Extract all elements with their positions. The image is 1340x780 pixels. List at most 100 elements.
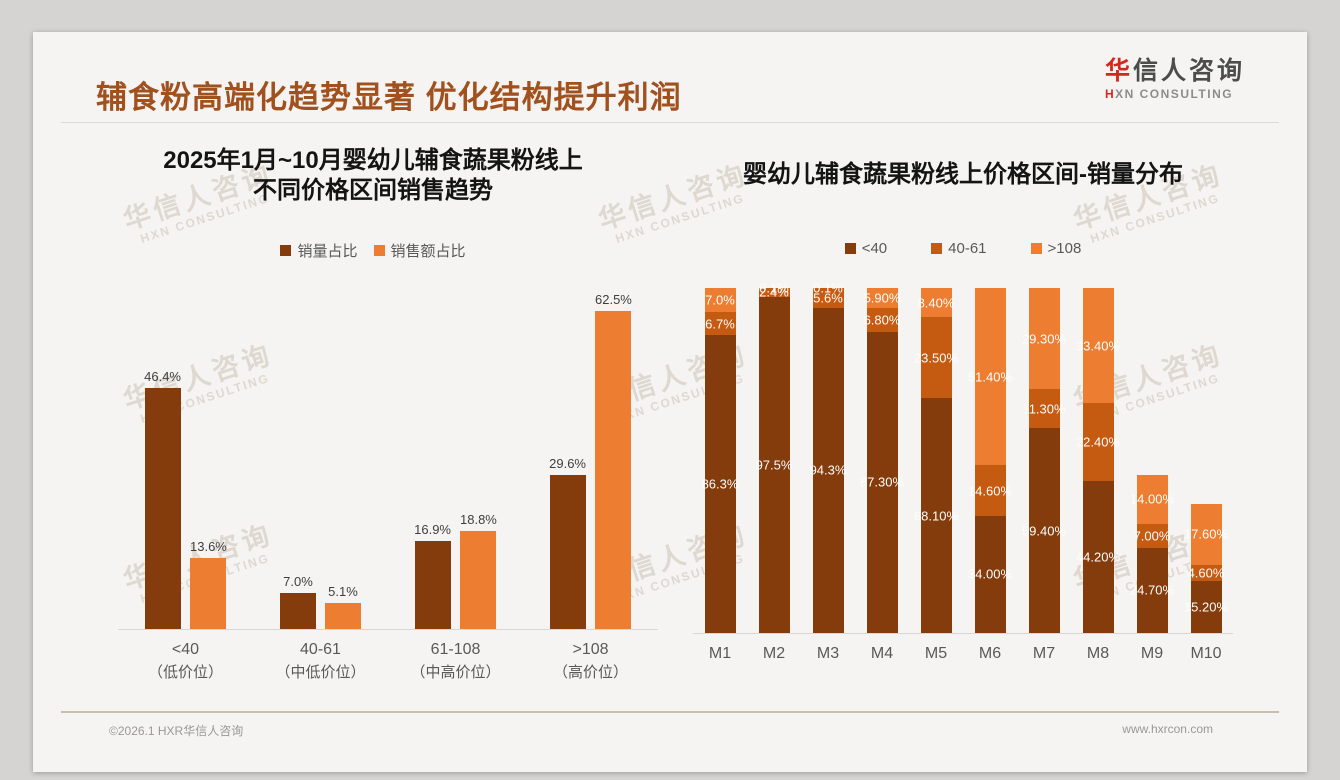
stack-segment: 34.00% [968, 515, 1012, 633]
stack-segment: 5.6% [812, 288, 844, 308]
stack-segment: 7.00% [1134, 523, 1170, 548]
segment-value-label: 22.40% [1075, 434, 1121, 450]
stack-segment: 6.80% [863, 308, 901, 332]
x-axis-tick-label: 61-108 （中高价位） [388, 638, 523, 685]
x-axis-tick-label: <40 （低价位） [118, 638, 253, 685]
bar-value-label: 18.8% [460, 512, 497, 528]
stack-segment: 22.40% [1076, 403, 1120, 481]
segment-value-label: 8.40% [917, 295, 955, 310]
segment-value-label: 5.90% [863, 290, 901, 306]
stacked-bar-slot: 33.40% 22.40% 44.20% [1071, 288, 1125, 633]
tick-label-main: >108 [572, 641, 609, 658]
bar-with-label: 7.0% [280, 292, 316, 629]
stacked-bar: 17.60% 4.60% 15.20% [1184, 503, 1228, 633]
stacked-bar-slot: 14.00% 7.00% 24.70% [1125, 289, 1179, 633]
segment-value-label: 17.60% [1183, 526, 1229, 542]
bar-group: 29.6% 62.5% [523, 292, 658, 629]
right-chart-legend: <40 40-61 >108 [663, 240, 1263, 257]
legend-color-chip [280, 245, 292, 256]
bar-pair: 7.0% 5.1% [280, 292, 361, 629]
bar-with-label: 29.6% [549, 292, 586, 629]
company-logo: 华信人咨询 HXN CONSULTING [1104, 57, 1245, 101]
bar [460, 531, 497, 629]
logo-cn-rest: 信人咨询 [1132, 57, 1245, 85]
legend-color-chip [931, 243, 943, 254]
legend-label: 销量占比 [297, 243, 358, 260]
legend-item: >108 [1030, 240, 1081, 257]
stack-segment: 6.7% [704, 312, 736, 336]
stacked-bar-slot: 8.40% 23.50% 68.10% [909, 288, 963, 633]
right-chart-plot-area: 7.0% 6.7% 86.3% 0.1% 2.4% 97.5% 0.1% 5.6% 94.3% 5… [693, 281, 1233, 634]
stack-segment: 59.40% [1022, 428, 1066, 633]
tick-label-main: M9 [1140, 645, 1164, 662]
legend-item: 40-61 [931, 240, 987, 257]
right-chart-x-axis: M1 M2 M3 M4 M5 M6 M7 M8 M9 M10 [693, 642, 1233, 666]
bar-with-label: 62.5% [595, 292, 632, 629]
tick-label-main: M5 [924, 645, 948, 662]
tick-label-main: M7 [1032, 645, 1056, 662]
segment-value-label: 6.80% [863, 312, 901, 328]
tick-label-main: M10 [1190, 645, 1222, 662]
bar-pair: 16.9% 18.8% [414, 292, 497, 629]
bar-value-label: 16.9% [414, 522, 451, 538]
tick-label-main: 61-108 [430, 641, 481, 658]
legend-item: 销售额占比 [373, 240, 466, 261]
grouped-bar-chart: 2025年1月~10月婴幼儿辅食蔬果粉线上 不同价格区间销售趋势 销量占比 销售额占… [88, 132, 658, 692]
stack-segment: 4.60% [1187, 564, 1225, 581]
segment-value-label: 44.20% [1075, 549, 1121, 565]
stack-segment: 87.30% [860, 331, 904, 633]
bar-with-label: 13.6% [190, 292, 227, 629]
stack-segment: 23.50% [914, 316, 958, 399]
legend-item: 销量占比 [280, 240, 358, 261]
slide-card: 华信人咨询 HXN CONSULTING 华信人咨询 HXN CONSULTING 华信… [33, 32, 1307, 772]
bar-value-label: 62.5% [595, 292, 632, 307]
bar [325, 602, 361, 629]
bar-pair: 46.4% 13.6% [144, 292, 227, 629]
left-chart-x-axis: <40 （低价位） 40-61 （中低价位） 61-108 （中高价位） >108 （高价位） [118, 638, 658, 685]
stacked-bar-slot: 0.1% 2.4% 97.5% [747, 281, 801, 633]
segment-value-label: 24.70% [1129, 582, 1175, 598]
segment-value-label: 14.60% [967, 483, 1013, 499]
segment-value-label: 15.20% [1183, 599, 1229, 615]
left-chart-title: 2025年1月~10月婴幼儿辅食蔬果粉线上 不同价格区间销售趋势 [88, 146, 658, 206]
left-chart-title-line1: 2025年1月~10月婴幼儿辅食蔬果粉线上 [163, 147, 583, 174]
stack-segment: 86.3% [702, 335, 738, 633]
stack-segment: 14.00% [1130, 475, 1174, 524]
stack-segment: 94.3% [809, 307, 847, 633]
segment-value-label: 68.10% [913, 508, 959, 524]
x-axis-tick-label: 40-61 （中低价位） [253, 638, 388, 685]
logo-en-accent: H [1104, 86, 1116, 101]
x-axis-tick-label: M7 [1017, 642, 1071, 666]
x-axis-tick-label: M4 [855, 642, 909, 666]
tick-label-main: 40-61 [300, 641, 341, 658]
segment-value-label: 59.40% [1021, 523, 1067, 539]
segment-value-label: 97.5% [755, 457, 793, 473]
logo-en-rest: XN CONSULTING [1115, 86, 1234, 101]
segment-value-label: 4.60% [1187, 565, 1225, 581]
bar [280, 592, 316, 629]
stacked-bar-slot: 7.0% 6.7% 86.3% [693, 288, 747, 633]
logo-cn-accent: 华 [1104, 57, 1133, 85]
segment-value-label: 11.30% [1022, 401, 1066, 417]
x-axis-tick-label: M10 [1179, 642, 1233, 666]
stacked-bar-chart: 婴幼儿辅食蔬果粉线上价格区间-销量分布 <40 40-61 >108 7.0% 6.7… [663, 132, 1263, 692]
x-axis-tick-label: M5 [909, 642, 963, 666]
left-chart-legend: 销量占比 销售额占比 [88, 240, 658, 261]
segment-value-label: 94.3% [809, 462, 847, 478]
bar-with-label: 46.4% [144, 292, 181, 629]
stacked-bar: 33.40% 22.40% 44.20% [1076, 288, 1120, 633]
legend-label: <40 [861, 240, 888, 257]
x-axis-tick-label: M6 [963, 642, 1017, 666]
stacked-bar: 51.40% 14.60% 34.00% [968, 288, 1012, 633]
tick-label-main: <40 [171, 641, 200, 658]
stacked-bar-slot: 51.40% 14.60% 34.00% [963, 288, 1017, 633]
bar-value-label: 46.4% [144, 368, 181, 384]
stack-segment: 17.60% [1184, 503, 1228, 565]
tick-label-main: M6 [978, 645, 1002, 662]
tick-label-main: M1 [708, 645, 732, 662]
x-axis-tick-label: >108 （高价位） [523, 638, 658, 685]
stack-segment: 44.20% [1076, 480, 1120, 633]
stack-segment: 97.5% [755, 296, 793, 633]
stacked-bar-slot: 29.30% 11.30% 59.40% [1017, 288, 1071, 633]
tick-label-sub: （高价位） [552, 664, 628, 681]
